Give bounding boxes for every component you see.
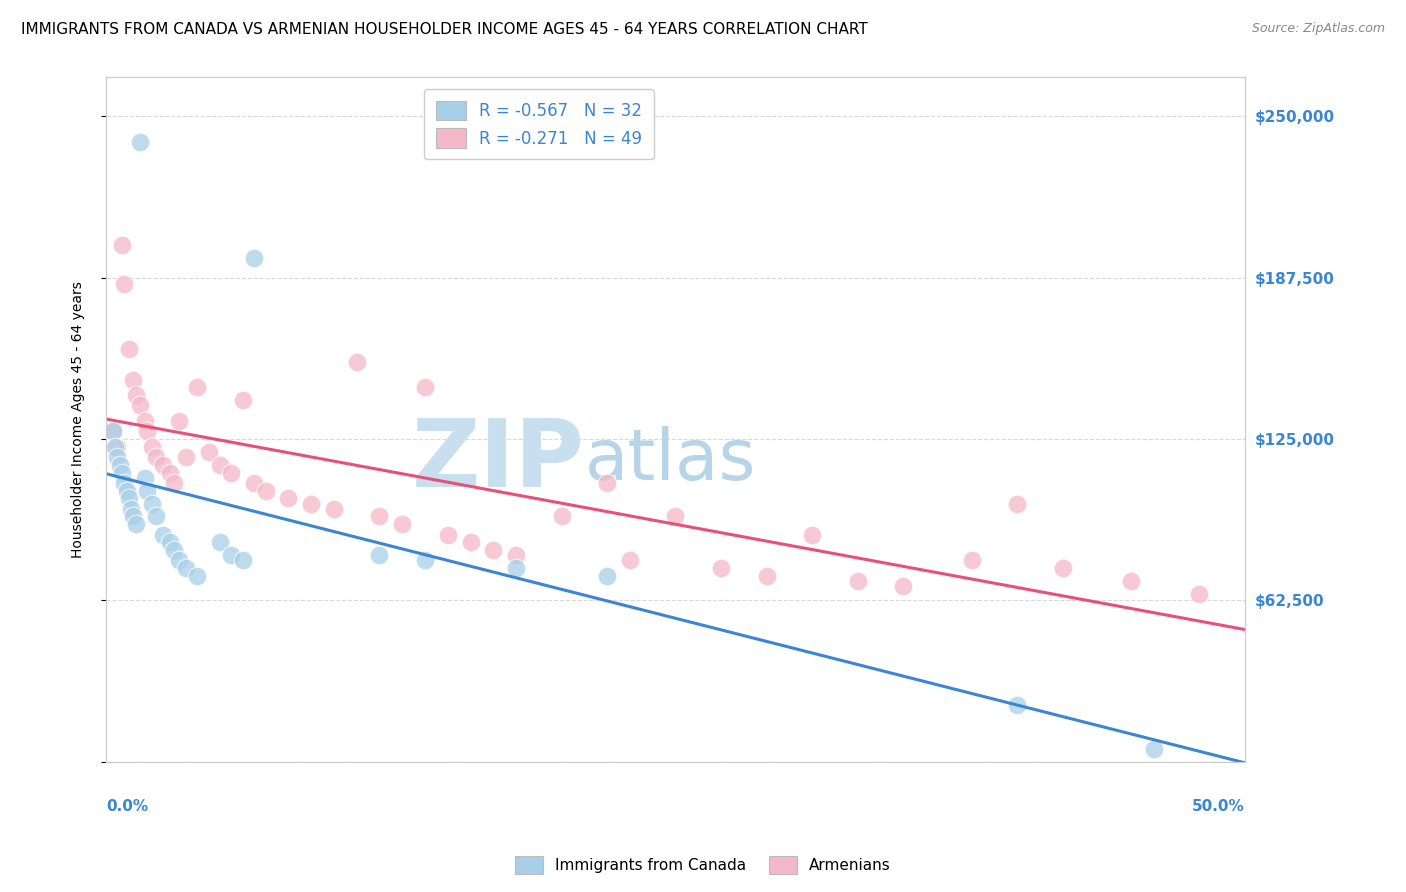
Point: [101, 424, 124, 438]
Point: [505, 561, 527, 575]
Point: [243, 475, 266, 490]
Point: [174, 561, 197, 575]
Point: [111, 466, 134, 480]
Point: [186, 380, 208, 394]
Point: [1188, 587, 1211, 601]
Point: [163, 543, 186, 558]
Point: [111, 238, 134, 252]
Point: [413, 553, 436, 567]
Point: [1119, 574, 1142, 588]
Point: [141, 440, 163, 454]
Point: [101, 424, 124, 438]
Point: [141, 497, 163, 511]
Point: [619, 553, 641, 567]
Point: [482, 543, 505, 558]
Point: [159, 466, 181, 480]
Text: 50.0%: 50.0%: [1192, 799, 1244, 814]
Point: [112, 277, 135, 291]
Point: [368, 509, 391, 524]
Point: [322, 501, 344, 516]
Text: IMMIGRANTS FROM CANADA VS ARMENIAN HOUSEHOLDER INCOME AGES 45 - 64 YEARS CORRELA: IMMIGRANTS FROM CANADA VS ARMENIAN HOUSE…: [21, 22, 868, 37]
Point: [122, 509, 145, 524]
Point: [107, 450, 129, 464]
Legend: Immigrants from Canada, Armenians: Immigrants from Canada, Armenians: [509, 850, 897, 880]
Point: [152, 458, 174, 472]
Point: [460, 535, 482, 549]
Point: [436, 527, 458, 541]
Point: [134, 471, 156, 485]
Point: [208, 458, 231, 472]
Point: [108, 458, 131, 472]
Point: [1005, 497, 1028, 511]
Point: [129, 398, 152, 412]
Point: [1005, 698, 1028, 712]
Point: [197, 445, 219, 459]
Point: [120, 501, 142, 516]
Point: [186, 569, 208, 583]
Point: [550, 509, 572, 524]
Point: [596, 569, 619, 583]
Point: [710, 561, 733, 575]
Point: [664, 509, 686, 524]
Point: [174, 450, 197, 464]
Point: [221, 548, 243, 562]
Point: [232, 393, 254, 408]
Y-axis label: Householder Income Ages 45 - 64 years: Householder Income Ages 45 - 64 years: [72, 281, 86, 558]
Point: [299, 497, 322, 511]
Point: [243, 251, 266, 265]
Point: [208, 535, 231, 549]
Point: [413, 380, 436, 394]
Point: [134, 414, 156, 428]
Point: [125, 388, 148, 402]
Legend: R = -0.567   N = 32, R = -0.271   N = 49: R = -0.567 N = 32, R = -0.271 N = 49: [425, 89, 654, 160]
Point: [368, 548, 391, 562]
Point: [254, 483, 277, 498]
Point: [801, 527, 824, 541]
Point: [755, 569, 778, 583]
Point: [112, 475, 135, 490]
Point: [122, 373, 145, 387]
Point: [891, 579, 914, 593]
Text: Source: ZipAtlas.com: Source: ZipAtlas.com: [1251, 22, 1385, 36]
Point: [145, 450, 167, 464]
Point: [152, 527, 174, 541]
Point: [1052, 561, 1074, 575]
Point: [159, 535, 181, 549]
Point: [163, 475, 186, 490]
Point: [118, 491, 141, 506]
Point: [277, 491, 299, 506]
Point: [221, 466, 243, 480]
Point: [391, 517, 413, 532]
Point: [136, 483, 159, 498]
Point: [125, 517, 148, 532]
Point: [167, 414, 190, 428]
Point: [129, 135, 152, 149]
Point: [167, 553, 190, 567]
Text: ZIP: ZIP: [412, 415, 585, 507]
Point: [115, 483, 138, 498]
Point: [232, 553, 254, 567]
Point: [346, 354, 368, 368]
Text: 0.0%: 0.0%: [105, 799, 148, 814]
Point: [118, 342, 141, 356]
Point: [1143, 742, 1166, 756]
Point: [846, 574, 869, 588]
Point: [136, 424, 159, 438]
Point: [145, 509, 167, 524]
Point: [505, 548, 527, 562]
Point: [107, 440, 129, 454]
Point: [104, 440, 127, 454]
Text: atlas: atlas: [585, 426, 756, 495]
Point: [596, 475, 619, 490]
Point: [960, 553, 983, 567]
